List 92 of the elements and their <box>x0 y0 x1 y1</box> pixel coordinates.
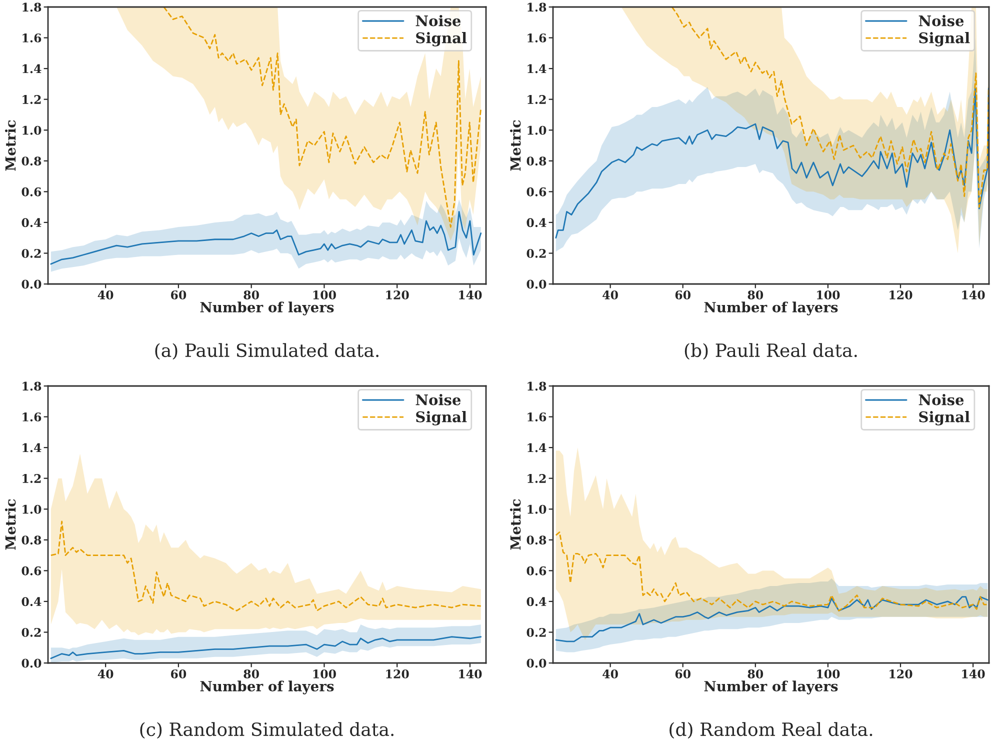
y-tick-label: 1.2 <box>22 95 41 104</box>
x-tick-label: 40 <box>98 290 114 300</box>
y-tick-label: 1.4 <box>528 443 546 452</box>
x-tick-label: 100 <box>313 290 336 300</box>
y-axis-title: Metric <box>4 499 16 550</box>
y-tick-label: 1.0 <box>528 126 546 135</box>
legend-label: Noise <box>416 15 461 26</box>
text: (d) Random Real data. <box>670 722 872 739</box>
y-tick-label: 1.6 <box>22 412 42 422</box>
y-tick-label: 0.8 <box>526 156 546 166</box>
x-tick-label: 140 <box>962 669 985 678</box>
legend-label: Signal <box>919 411 970 426</box>
x-tick-label: 60 <box>170 290 186 300</box>
legend-label: Signal <box>416 411 467 426</box>
y-tick-label: 0.2 <box>22 628 41 637</box>
y-tick-label: 1.8 <box>528 382 546 391</box>
y-tick-label: 1.4 <box>22 443 42 452</box>
y-tick-label: 0.0 <box>526 658 546 668</box>
y-tick-label: 0.2 <box>526 628 546 637</box>
y-tick-label: 0.0 <box>22 280 42 289</box>
y-tick-label: 0.8 <box>22 536 42 545</box>
x-tick-label: 120 <box>386 669 409 678</box>
y-tick-label: 1.6 <box>22 34 42 42</box>
y-tick-label: 1.4 <box>528 64 546 74</box>
x-tick-label: 120 <box>386 290 409 300</box>
y-tick-label: 0.0 <box>22 658 42 668</box>
x-tick-label: 40 <box>98 669 114 678</box>
y-tick-label: 0.0 <box>526 280 546 289</box>
x-tick-label: 40 <box>602 290 618 300</box>
legend-label: Signal <box>416 32 467 46</box>
legend-label: Noise <box>918 394 964 406</box>
y-tick-label: 1.8 <box>528 2 546 12</box>
y-tick-label: 1.6 <box>528 34 546 42</box>
y-tick-label: 0.6 <box>22 566 42 576</box>
x-tick-label: 100 <box>817 669 840 678</box>
y-tick-label: 1.6 <box>528 412 546 422</box>
y-tick-label: 1.2 <box>22 474 41 483</box>
y-tick-label: 0.2 <box>526 248 546 258</box>
y-tick-label: 0.4 <box>526 597 546 606</box>
x-tick-label: 80 <box>244 669 259 678</box>
x-axis-title: Number of layers <box>704 302 838 316</box>
y-tick-label: 0.8 <box>22 156 42 166</box>
y-axis-title: Metric <box>510 499 521 550</box>
x-tick-label: 120 <box>890 290 912 300</box>
y-tick-label: 0.6 <box>526 566 546 576</box>
text: (c) Random Simulated data. <box>140 722 394 739</box>
line-series <box>50 210 482 265</box>
y-tick-label: 0.2 <box>22 248 41 258</box>
x-tick-label: 60 <box>675 669 691 678</box>
x-tick-label: 140 <box>459 290 482 300</box>
line-series <box>555 88 989 239</box>
legend-label: Noise <box>918 15 964 26</box>
y-tick-label: 1.0 <box>22 504 42 514</box>
y-tick-label: 0.6 <box>22 187 42 196</box>
legend-label: Signal <box>919 32 970 46</box>
x-tick-label: 80 <box>244 290 259 300</box>
line-series <box>50 520 482 612</box>
y-tick-label: 0.4 <box>526 218 546 228</box>
x-tick-label: 140 <box>459 669 482 678</box>
y-tick-label: 0.8 <box>526 536 546 545</box>
y-tick-label: 1.2 <box>528 95 546 104</box>
line-series <box>163 7 482 228</box>
x-tick-label: 40 <box>602 669 618 678</box>
y-tick-label: 1.2 <box>528 474 546 483</box>
y-tick-label: 0.4 <box>22 597 42 606</box>
x-tick-label: 60 <box>675 290 691 300</box>
line-series <box>555 532 988 612</box>
text: (a) Pauli Simulated data. <box>155 343 378 360</box>
x-tick-label: 80 <box>748 290 764 300</box>
x-tick-label: 60 <box>170 669 186 678</box>
y-tick-label: 0.4 <box>22 218 42 228</box>
y-tick-label: 1.8 <box>22 382 42 391</box>
y-axis-title: Metric <box>4 120 16 171</box>
y-tick-label: 1.0 <box>528 504 546 514</box>
x-axis-title: Number of layers <box>200 680 334 694</box>
line-series <box>50 636 482 660</box>
y-tick-label: 0.6 <box>526 187 546 196</box>
x-tick-label: 100 <box>817 290 840 300</box>
line-series <box>671 7 989 208</box>
x-tick-label: 100 <box>313 669 336 678</box>
x-tick-label: 120 <box>890 669 912 678</box>
y-tick-label: 1.0 <box>22 126 42 135</box>
x-tick-label: 140 <box>962 290 985 300</box>
y-axis-title: Metric <box>510 120 521 171</box>
x-axis-title: Number of layers <box>200 302 334 316</box>
legend-label: Noise <box>416 394 461 406</box>
x-tick-label: 80 <box>748 669 764 678</box>
text: (b) Pauli Real data. <box>684 343 857 360</box>
line-series <box>555 596 988 642</box>
y-tick-label: 1.4 <box>22 64 42 74</box>
y-tick-label: 1.8 <box>22 2 42 12</box>
x-axis-title: Number of layers <box>704 680 838 694</box>
